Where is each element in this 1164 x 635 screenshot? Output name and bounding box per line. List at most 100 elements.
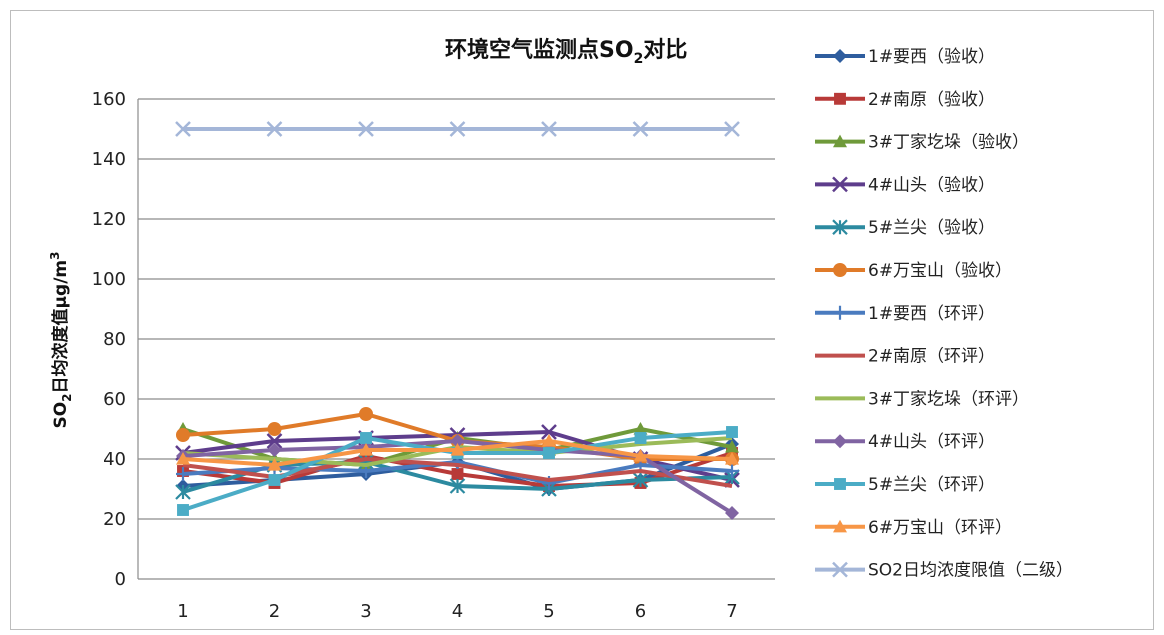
data-point (633, 449, 648, 462)
legend-item: 5#兰尖（验收） (815, 218, 995, 238)
x-tick-label: 5 (543, 601, 554, 622)
data-point (832, 219, 848, 235)
legend-item: 2#南原（环评） (815, 347, 995, 367)
legend-item: 1#要西（环评） (815, 304, 995, 324)
plot-area (175, 121, 740, 520)
data-point (359, 407, 373, 421)
data-point (359, 443, 373, 456)
legend-item: 5#兰尖（环评） (815, 475, 995, 495)
data-point (833, 305, 847, 320)
legend-label: 2#南原（环评） (868, 347, 995, 367)
y-tick-labels: 0 20 40 60 80 100 120 140 160 (92, 89, 126, 590)
data-point (833, 434, 847, 449)
legend-item: 2#南原（验收） (815, 90, 995, 110)
legend-item: 3#丁家圪垛（验收） (815, 133, 1029, 153)
x-tick-label: 7 (726, 601, 737, 622)
y-tick-label: 40 (103, 449, 126, 470)
data-point (543, 447, 555, 459)
y-tick-label: 100 (92, 269, 126, 290)
y-tick-label: 0 (115, 569, 126, 590)
data-point (725, 464, 739, 478)
data-point (725, 440, 739, 453)
data-point (266, 121, 283, 137)
data-point (725, 452, 739, 465)
data-point (542, 434, 556, 447)
data-point (175, 484, 191, 500)
series-12 (176, 434, 739, 471)
x-tick-label: 3 (360, 601, 371, 622)
y-axis-label: SO2日均浓度值μg/m3 (48, 251, 74, 428)
x-tick-label: 1 (177, 601, 188, 622)
legend-item: 6#万宝山（验收） (815, 261, 1012, 281)
data-point (724, 121, 740, 137)
chart-title: 环境空气监测点SO2对比 (445, 37, 687, 67)
data-point (360, 432, 372, 444)
y-tick-label: 20 (103, 509, 126, 530)
data-point (541, 424, 557, 440)
legend-label: 5#兰尖（环评） (868, 475, 995, 495)
legend: 1#要西（验收） 2#南原（验收） 3#丁家圪垛（验收） 4#山头（验收） 5#兰尖（验… (815, 47, 1073, 581)
legend-label: 6#万宝山（验收） (868, 261, 1012, 281)
axes (137, 99, 775, 580)
legend-label: 2#南原（验收） (868, 90, 995, 110)
data-point (633, 422, 648, 435)
legend-label: 4#山头（环评） (868, 432, 995, 452)
data-point (833, 519, 847, 533)
data-point (834, 92, 846, 105)
legend-item: SO2日均浓度限值（二级） (815, 561, 1073, 581)
legend-item: 1#要西（验收） (815, 47, 995, 67)
data-point (266, 433, 283, 449)
data-point (832, 561, 848, 578)
data-point (450, 443, 465, 456)
data-point (449, 121, 466, 137)
legend-item: 4#山头（验收） (815, 175, 995, 195)
legend-label: SO2日均浓度限值（二级） (868, 561, 1073, 581)
data-point (833, 134, 847, 148)
data-point (358, 121, 374, 137)
data-point (176, 428, 190, 442)
y-tick-label: 120 (92, 209, 126, 230)
data-point (451, 468, 464, 480)
data-point (267, 443, 282, 457)
chart-frame (10, 10, 1154, 630)
data-point (726, 426, 738, 438)
x-tick-label: 6 (635, 601, 646, 622)
data-point (267, 422, 282, 436)
data-point (833, 49, 847, 63)
legend-label: 3#丁家圪垛（环评） (868, 389, 1029, 409)
data-point (267, 458, 282, 471)
data-point (634, 432, 647, 444)
data-point (725, 506, 739, 520)
series-13 (175, 121, 740, 137)
legend-label: 3#丁家圪垛（验收） (868, 133, 1029, 153)
y-tick-label: 60 (103, 389, 126, 410)
data-point (632, 472, 649, 488)
data-point (632, 121, 649, 137)
legend-item: 6#万宝山（环评） (815, 518, 1012, 538)
legend-label: 1#要西（环评） (868, 304, 995, 324)
y-tick-label: 160 (92, 89, 126, 110)
data-point (176, 452, 190, 465)
data-point (268, 474, 281, 486)
legend-label: 5#兰尖（验收） (868, 218, 995, 238)
x-tick-labels: 1 2 3 4 5 6 7 (177, 601, 737, 622)
legend-label: 6#万宝山（环评） (868, 518, 1012, 538)
legend-item: 4#山头（环评） (815, 432, 995, 452)
data-point (834, 478, 846, 490)
data-point (177, 504, 189, 516)
y-tick-label: 80 (103, 329, 126, 350)
data-point (832, 176, 848, 193)
legend-label: 4#山头（验收） (868, 175, 995, 195)
data-point (541, 121, 557, 137)
legend-item: 3#丁家圪垛（环评） (815, 389, 1029, 409)
x-tick-label: 4 (452, 601, 463, 622)
x-tick-label: 2 (269, 601, 280, 622)
data-point (176, 467, 190, 481)
legend-label: 1#要西（验收） (868, 47, 995, 67)
y-tick-label: 140 (92, 149, 126, 170)
data-point (175, 121, 191, 137)
data-point (449, 478, 466, 494)
data-point (833, 263, 847, 277)
data-point (450, 434, 465, 448)
